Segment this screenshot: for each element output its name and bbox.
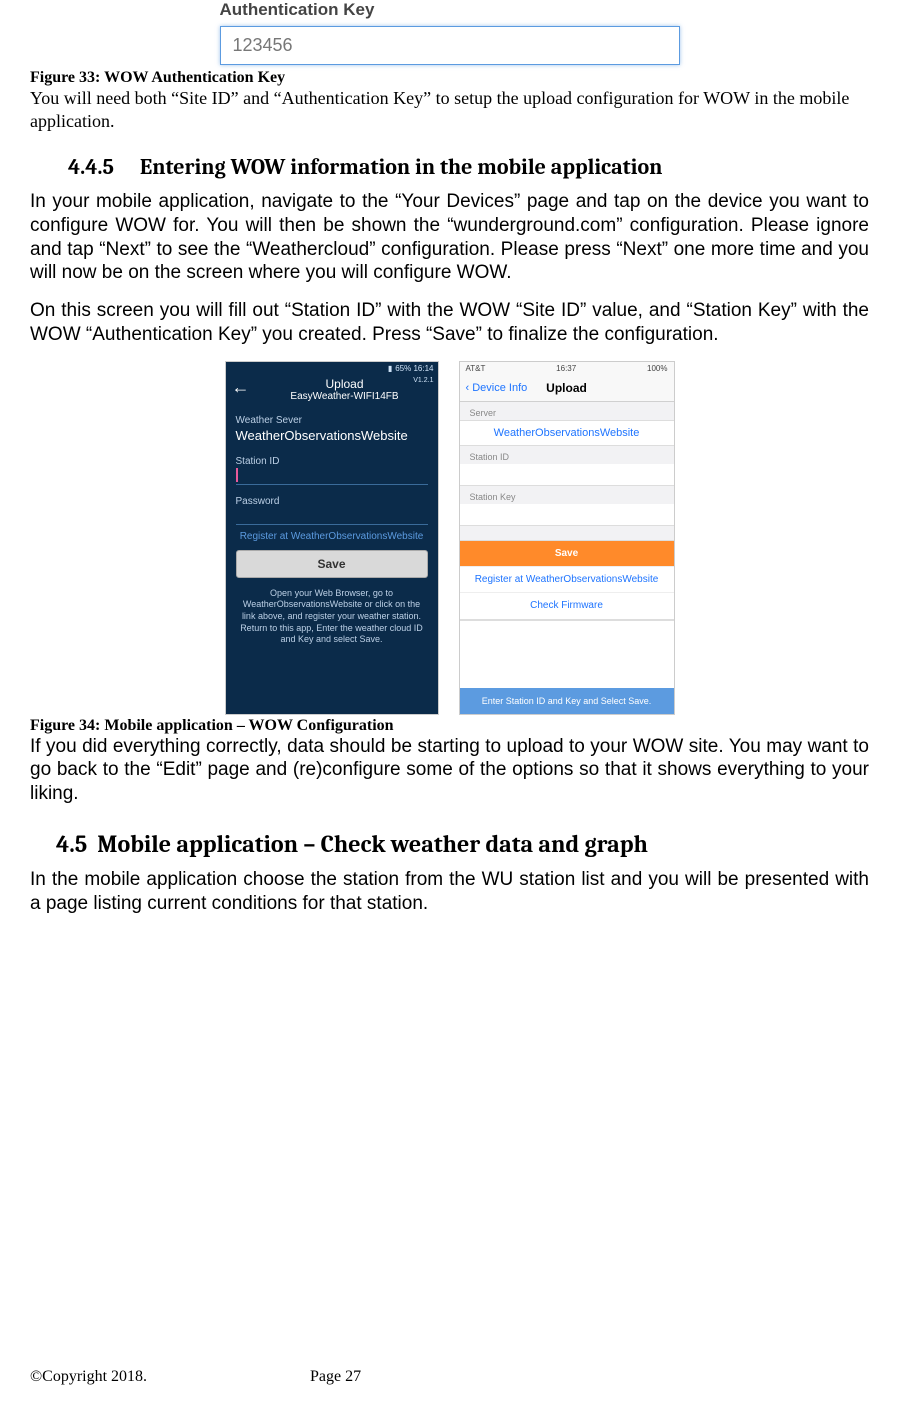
ios-footer-hint: Enter Station ID and Key and Select Save… — [460, 688, 674, 714]
auth-key-figure: Authentication Key 123456 — [220, 0, 680, 65]
android-password-input[interactable] — [236, 509, 428, 525]
ios-battery: 100% — [647, 364, 667, 373]
paragraph-445-2: On this screen you will fill out “Statio… — [30, 299, 869, 347]
android-status-text: 65% 16:14 — [395, 364, 433, 373]
heading-number: 4.5 — [56, 830, 87, 858]
ios-station-id-input[interactable] — [460, 464, 674, 486]
paragraph-after-fig34: If you did everything correctly, data sh… — [30, 735, 869, 806]
paragraph-after-fig33: You will need both “Site ID” and “Authen… — [30, 87, 869, 132]
ios-station-key-input[interactable] — [460, 504, 674, 526]
paragraph-45-1: In the mobile application choose the sta… — [30, 868, 869, 916]
android-title-texts: Upload EasyWeather-WIFI14FB — [258, 378, 432, 403]
back-icon[interactable]: ← — [232, 378, 250, 396]
android-status-bar: ▮ 65% 16:14 — [226, 362, 438, 376]
ios-save-button[interactable]: Save — [460, 541, 674, 567]
ios-back-label: Device Info — [472, 382, 527, 394]
android-station-id-label: Station ID — [226, 451, 438, 469]
figure-33-caption: Figure 33: WOW Authentication Key — [30, 69, 869, 87]
figure-34-screenshots: ▮ 65% 16:14 ← Upload EasyWeather-WIFI14F… — [30, 361, 869, 715]
android-version: V1.2.1 — [413, 377, 433, 384]
heading-4-5: 4.5 Mobile application – Check weather da… — [56, 830, 869, 858]
battery-icon: ▮ — [388, 364, 392, 373]
android-station-id-input[interactable] — [236, 469, 428, 485]
android-save-button[interactable]: Save — [236, 550, 428, 578]
ios-nav-title: Upload — [546, 381, 587, 395]
android-title-bar: ← Upload EasyWeather-WIFI14FB V1.2.1 — [226, 376, 438, 410]
page-number: Page 27 — [310, 1368, 361, 1386]
ios-server-label: Server — [460, 402, 674, 420]
ios-back-button[interactable]: ‹ Device Info — [466, 382, 528, 394]
heading-text: Entering WOW information in the mobile a… — [140, 154, 662, 180]
android-register-link[interactable]: Register at WeatherObservationsWebsite — [226, 527, 438, 550]
ios-nav-bar: ‹ Device Info Upload — [460, 376, 674, 402]
ios-status-bar: AT&T 16:37 100% — [460, 362, 674, 376]
ios-check-firmware[interactable]: Check Firmware — [460, 593, 674, 619]
heading-text: Mobile application – Check weather data … — [97, 830, 648, 858]
ios-carrier: AT&T — [466, 364, 486, 373]
ios-register-link[interactable]: Register at WeatherObservationsWebsite — [460, 567, 674, 593]
heading-number: 4.4.5 — [68, 154, 114, 180]
android-server-label: Weather Sever — [226, 410, 438, 428]
ios-station-key-label: Station Key — [460, 486, 674, 504]
figure-34-caption: Figure 34: Mobile application – WOW Conf… — [30, 717, 869, 735]
auth-key-input[interactable]: 123456 — [220, 26, 680, 65]
android-title-line1: Upload — [258, 378, 432, 392]
heading-4-4-5: 4.4.5 Entering WOW information in the mob… — [68, 154, 869, 180]
android-screenshot: ▮ 65% 16:14 ← Upload EasyWeather-WIFI14F… — [225, 361, 439, 715]
ios-server-value[interactable]: WeatherObservationsWebsite — [460, 420, 674, 446]
copyright-text: ©Copyright 2018. — [30, 1368, 310, 1386]
text-caret-icon — [236, 468, 238, 482]
document-page: Authentication Key 123456 Figure 33: WOW… — [0, 0, 899, 1416]
ios-time: 16:37 — [556, 364, 576, 373]
auth-key-label: Authentication Key — [220, 0, 680, 20]
ios-station-id-label: Station ID — [460, 446, 674, 464]
android-password-label: Password — [226, 491, 438, 509]
paragraph-445-1: In your mobile application, navigate to … — [30, 190, 869, 285]
android-server-value: WeatherObservationsWebsite — [226, 428, 438, 451]
ios-screenshot: AT&T 16:37 100% ‹ Device Info Upload Ser… — [459, 361, 675, 715]
ios-action-block: Save Register at WeatherObservationsWebs… — [460, 540, 674, 620]
android-title-line2: EasyWeather-WIFI14FB — [258, 391, 432, 403]
page-footer: ©Copyright 2018. Page 27 — [30, 1368, 430, 1386]
ios-empty-area — [460, 620, 674, 688]
android-hint-text: Open your Web Browser, go to WeatherObse… — [226, 578, 438, 646]
